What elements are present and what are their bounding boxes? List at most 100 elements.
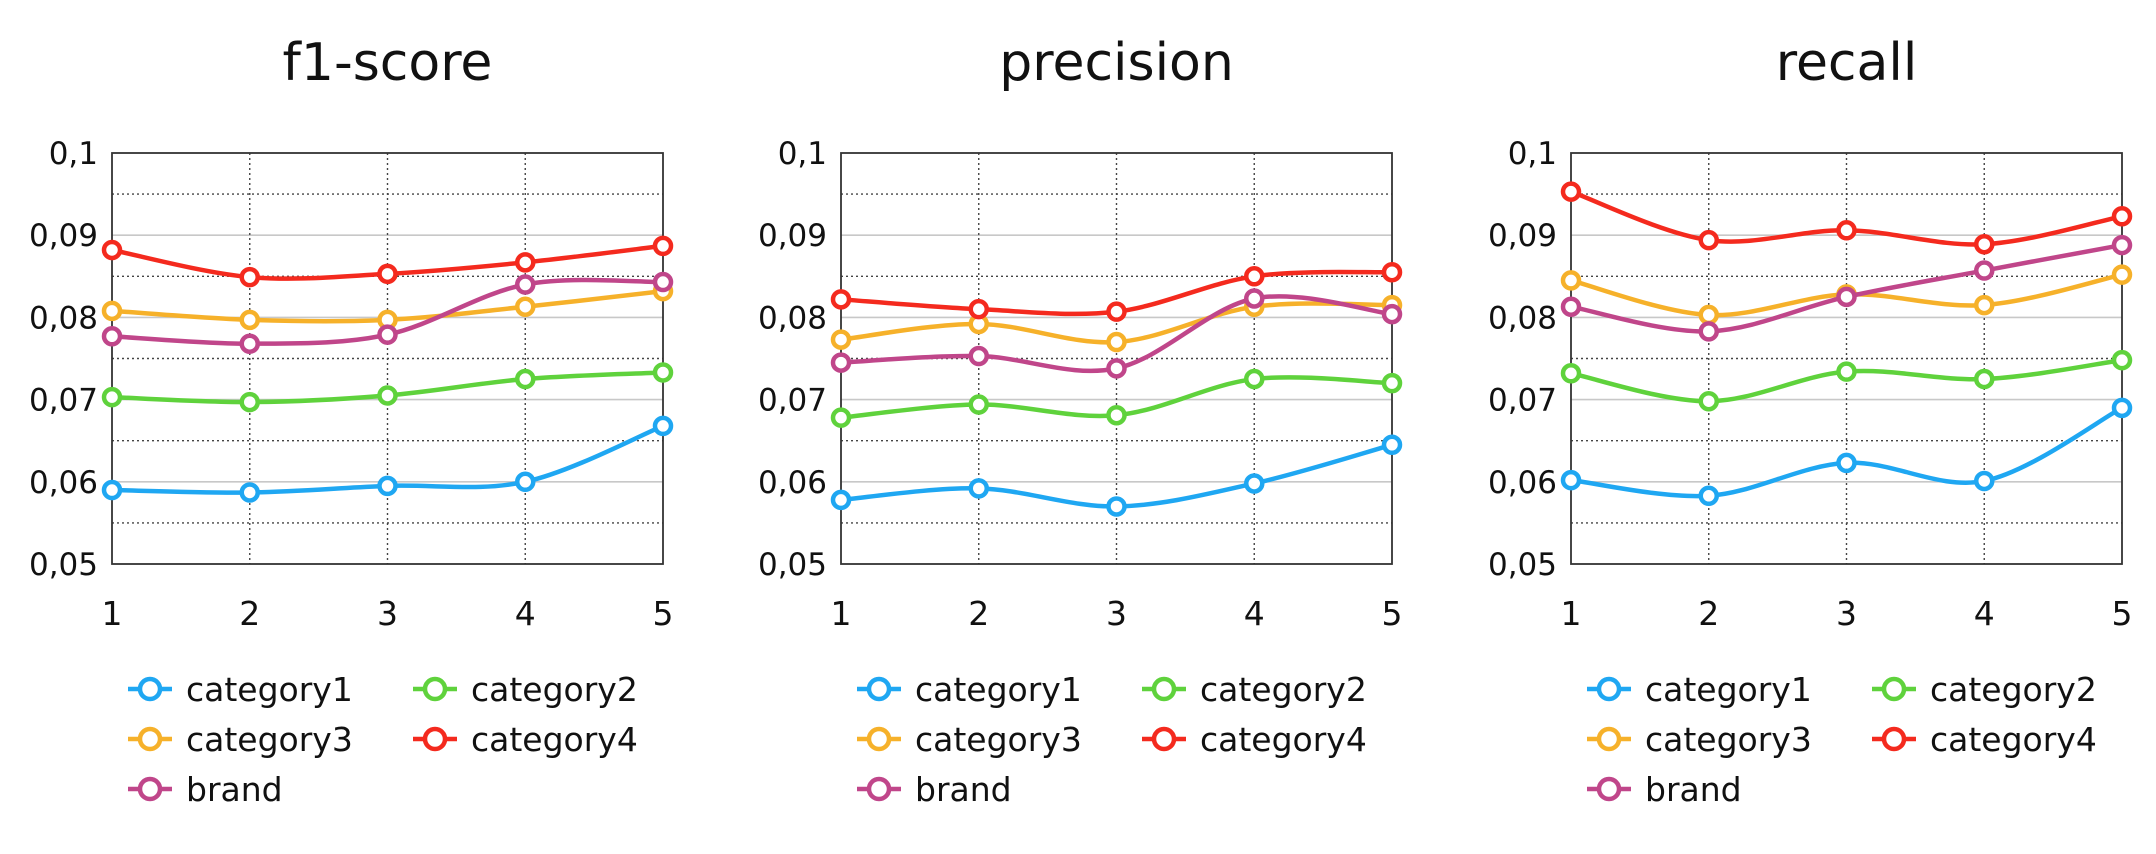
legend: category1 category2 category3 category4 bran… (857, 670, 1367, 809)
y-tick-label: 0,08 (29, 300, 98, 336)
x-tick-label: 5 (653, 594, 674, 633)
x-tick-label: 2 (968, 594, 989, 633)
data-point-category4 (1106, 301, 1127, 322)
legend-label: category4 (1930, 720, 2097, 759)
legend-marker (137, 676, 163, 702)
y-tick-label: 0,05 (1488, 547, 1557, 583)
y-tick-label: 0,1 (778, 136, 827, 172)
legend-item-category4: category4 (413, 720, 638, 759)
legend-label: brand (915, 770, 1012, 809)
series-category4 (101, 235, 674, 288)
legend-item-category1: category1 (857, 670, 1082, 709)
y-tick-label: 0,07 (1488, 383, 1557, 419)
data-point-category4 (515, 252, 536, 273)
data-point-brand (2111, 234, 2133, 256)
legend-label: category1 (186, 670, 353, 709)
data-point-category1 (1381, 434, 1403, 456)
data-point-brand (1560, 296, 1582, 317)
chart-title: f1-score (283, 33, 493, 93)
y-tick-label: 0,1 (49, 136, 98, 172)
legend-label: category1 (1645, 670, 1812, 709)
chart-panel-f1-score: f1-score 0,05 0,06 0,07 0,08 0,09 0,1 1 2 3 4 5 cate… (29, 33, 674, 809)
data-point-category2 (1836, 361, 1857, 382)
legend-label: category3 (186, 720, 353, 759)
legend-marker (1596, 726, 1622, 752)
legend-marker (137, 726, 163, 752)
legend-label: category2 (1200, 670, 1367, 709)
y-tick-label: 0,06 (1488, 465, 1557, 501)
legend-item-category1: category1 (128, 670, 353, 709)
chart-title: precision (999, 33, 1234, 93)
data-point-category4 (1698, 229, 1719, 251)
data-point-category4 (1836, 220, 1857, 241)
data-point-brand (1698, 321, 1719, 342)
series-category2 (830, 368, 1403, 428)
y-tick-label: 0,08 (758, 300, 827, 336)
legend-marker (1881, 726, 1907, 752)
data-point-category4 (1244, 266, 1265, 287)
legend-marker (1596, 776, 1622, 802)
x-tick-label: 2 (239, 594, 260, 633)
x-tick-label: 1 (102, 594, 123, 633)
data-point-category1 (1836, 452, 1857, 474)
y-tick-label: 0,09 (1488, 218, 1557, 254)
data-point-category1 (101, 479, 123, 501)
y-tick-label: 0,07 (758, 383, 827, 419)
data-point-category4 (968, 298, 989, 320)
legend-marker (422, 676, 448, 702)
data-point-category1 (377, 475, 398, 497)
data-point-category2 (1244, 368, 1265, 390)
data-point-brand (830, 352, 852, 373)
series-category1 (830, 434, 1403, 517)
legend-item-category2: category2 (413, 670, 638, 709)
series-category4 (1560, 181, 2133, 255)
data-point-brand (239, 333, 260, 354)
legend-label: category2 (1930, 670, 2097, 709)
data-point-brand (515, 274, 536, 295)
y-tick-label: 0,08 (1488, 300, 1557, 336)
legend-marker (1881, 676, 1907, 702)
legend-label: category4 (1200, 720, 1367, 759)
legend-item-category3: category3 (128, 720, 353, 759)
data-point-category2 (377, 385, 398, 406)
x-tick-label: 3 (377, 594, 398, 633)
series-brand (830, 288, 1403, 379)
data-point-category2 (239, 391, 260, 413)
legend-marker (866, 726, 892, 752)
data-point-category2 (101, 386, 123, 408)
data-point-category1 (1106, 496, 1127, 517)
y-tick-label: 0,06 (758, 465, 827, 501)
data-point-category3 (1560, 270, 1582, 291)
legend-label: category3 (915, 720, 1082, 759)
data-point-brand (1974, 260, 1995, 281)
data-point-category1 (515, 471, 536, 493)
legend-item-category4: category4 (1142, 720, 1367, 759)
x-tick-label: 5 (1382, 594, 1403, 633)
data-point-category1 (1974, 470, 1995, 492)
y-tick-label: 0,09 (29, 218, 98, 254)
data-point-brand (1244, 288, 1265, 309)
data-point-category1 (2111, 397, 2133, 419)
x-tick-label: 2 (1698, 594, 1719, 633)
data-point-category3 (101, 300, 123, 322)
data-point-category4 (1381, 261, 1403, 283)
data-point-category1 (1244, 473, 1265, 494)
x-tick-label: 5 (2112, 594, 2133, 633)
series-category1 (101, 415, 674, 503)
data-point-category3 (830, 329, 852, 350)
data-point-category2 (1974, 368, 1995, 390)
y-tick-label: 0,07 (29, 383, 98, 419)
data-point-category2 (830, 407, 852, 428)
data-point-category2 (1381, 372, 1403, 394)
data-point-brand (101, 326, 123, 347)
x-tick-label: 3 (1836, 594, 1857, 633)
x-tick-label: 1 (831, 594, 852, 633)
legend-item-brand: brand (857, 770, 1012, 809)
legend-item-category3: category3 (857, 720, 1082, 759)
data-point-category3 (1974, 294, 1995, 316)
legend-label: category3 (1645, 720, 1812, 759)
series-brand (1560, 234, 2133, 342)
data-point-brand (1106, 358, 1127, 379)
data-point-category2 (1698, 390, 1719, 412)
